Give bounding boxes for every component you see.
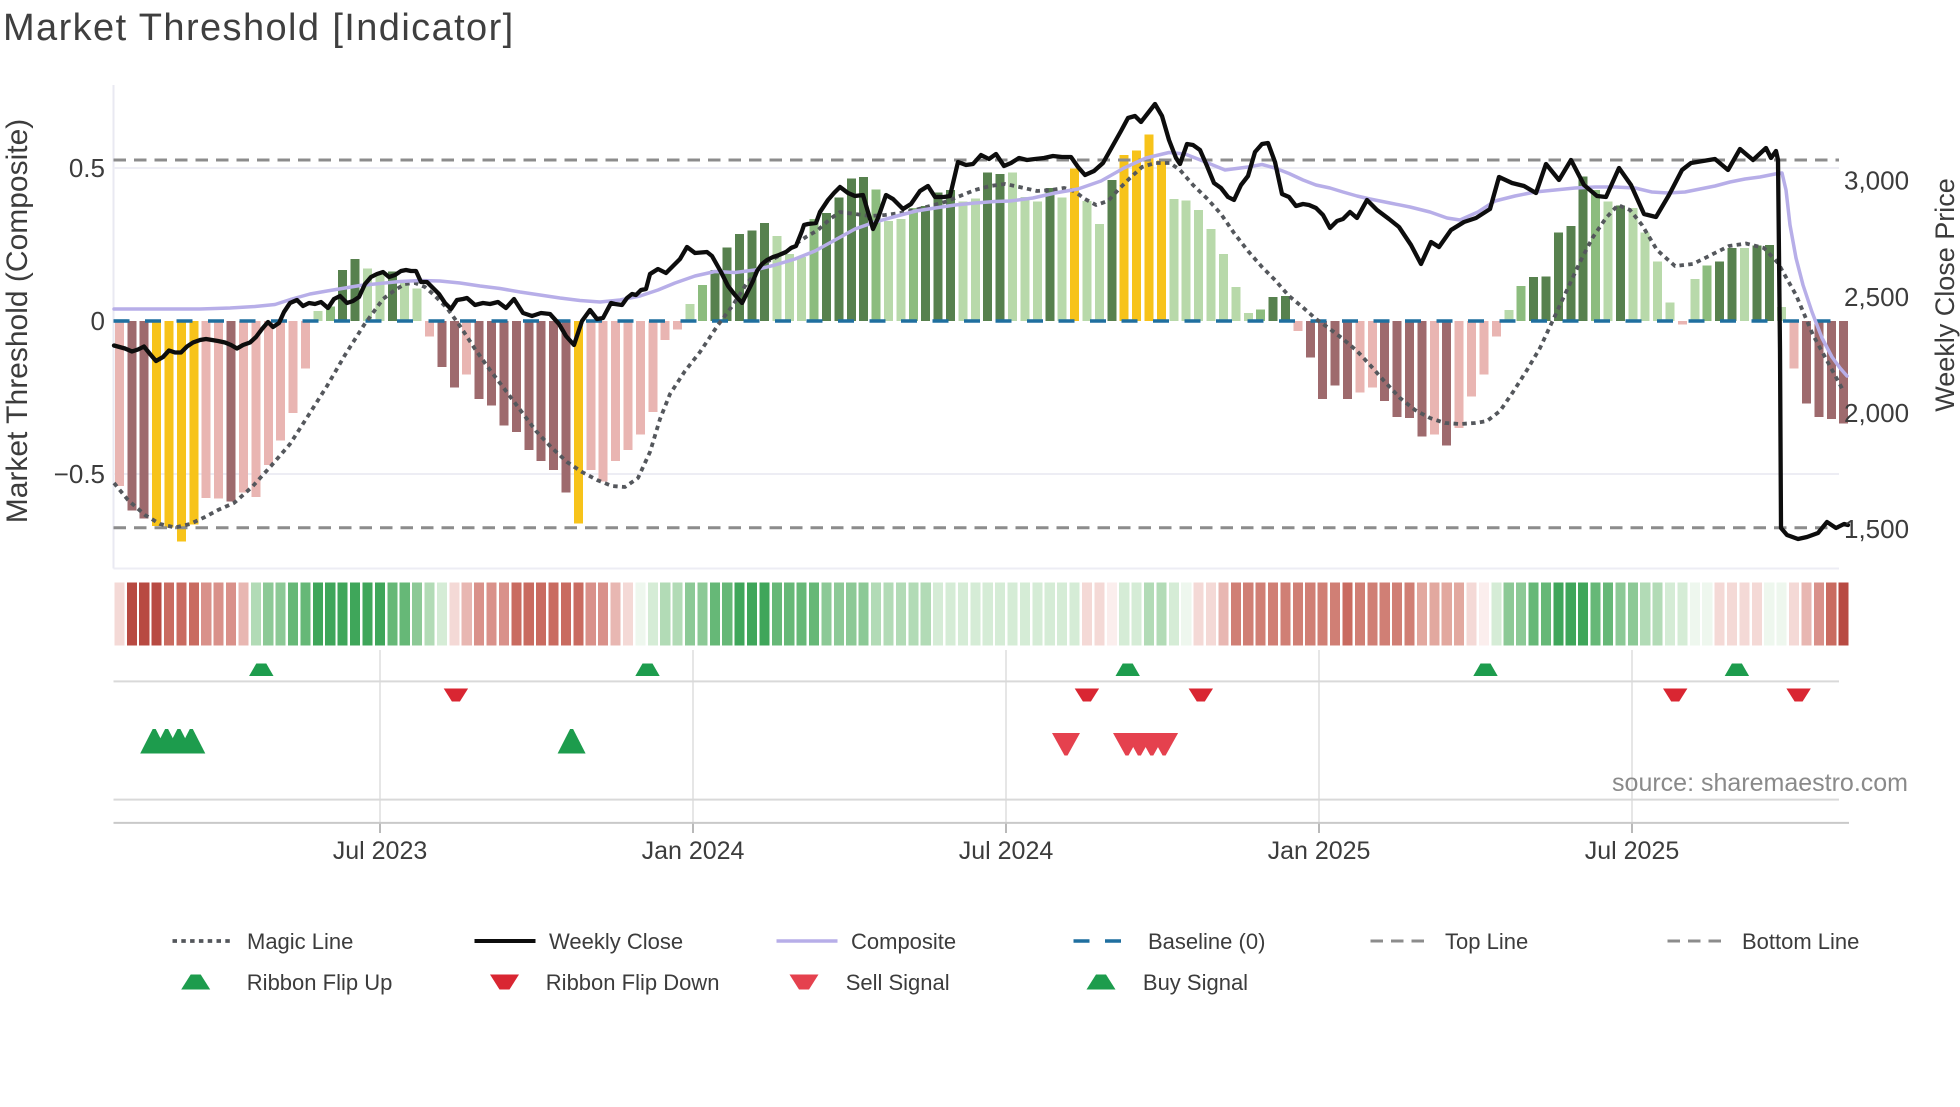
svg-text:Jul 2025: Jul 2025 bbox=[1585, 837, 1680, 865]
svg-text:2,500: 2,500 bbox=[1844, 282, 1909, 312]
svg-text:Top Line: Top Line bbox=[1445, 929, 1528, 954]
svg-text:Market Threshold [Indicator]: Market Threshold [Indicator] bbox=[3, 7, 515, 49]
svg-text:3,000: 3,000 bbox=[1844, 166, 1909, 196]
svg-text:1,500: 1,500 bbox=[1844, 514, 1909, 544]
svg-text:Baseline (0): Baseline (0) bbox=[1148, 929, 1265, 954]
svg-text:Jan 2024: Jan 2024 bbox=[642, 837, 745, 865]
svg-text:Sell Signal: Sell Signal bbox=[846, 970, 950, 995]
svg-text:2,000: 2,000 bbox=[1844, 398, 1909, 428]
svg-text:Jan 2025: Jan 2025 bbox=[1268, 837, 1371, 865]
svg-text:Jul 2023: Jul 2023 bbox=[333, 837, 428, 865]
svg-text:0.5: 0.5 bbox=[69, 153, 105, 183]
svg-text:Ribbon Flip Down: Ribbon Flip Down bbox=[546, 970, 720, 995]
svg-text:Bottom Line: Bottom Line bbox=[1742, 929, 1859, 954]
svg-text:Market Threshold (Composite): Market Threshold (Composite) bbox=[1, 119, 34, 524]
svg-text:Composite: Composite bbox=[851, 929, 956, 954]
svg-text:source: sharemaestro.com: source: sharemaestro.com bbox=[1612, 769, 1908, 797]
svg-text:Weekly Close Price: Weekly Close Price bbox=[1930, 178, 1960, 412]
svg-text:Buy Signal: Buy Signal bbox=[1143, 970, 1248, 995]
svg-text:Magic Line: Magic Line bbox=[247, 929, 353, 954]
svg-text:−0.5: −0.5 bbox=[54, 459, 105, 489]
svg-text:Ribbon Flip Up: Ribbon Flip Up bbox=[247, 970, 393, 995]
svg-text:Jul 2024: Jul 2024 bbox=[959, 837, 1054, 865]
svg-text:0: 0 bbox=[91, 306, 105, 336]
svg-text:Weekly Close: Weekly Close bbox=[549, 929, 683, 954]
